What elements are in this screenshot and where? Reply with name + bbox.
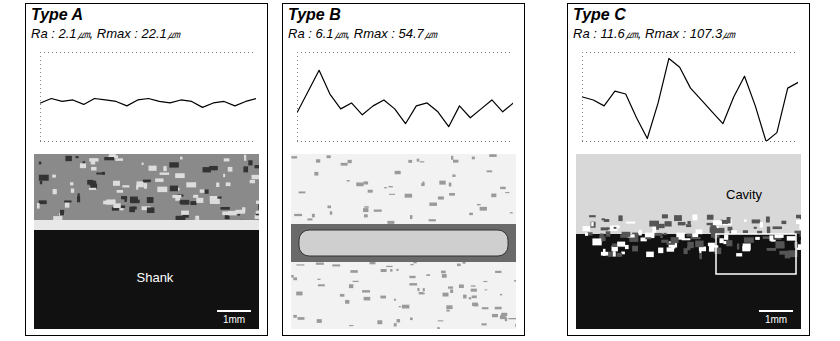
svg-text:1mm: 1mm (223, 314, 245, 325)
html-text:Ra : 11.6㎛, Rmax : 107.3㎛: Ra : 11.6㎛, Rmax : 107.3㎛ (573, 26, 736, 41)
html-text:Ra : 2.1㎛, Rmax : 22.1㎛: Ra : 2.1㎛, Rmax : 22.1㎛ (31, 26, 180, 41)
svg-text:1mm: 1mm (765, 314, 787, 325)
html-text:Type A: Type A (31, 6, 84, 23)
html-text:Type C: Type C (573, 6, 626, 23)
svg-text:Cavity: Cavity (726, 187, 763, 202)
html-text:Type B: Type B (288, 6, 341, 23)
svg-text:Shank: Shank (137, 270, 174, 285)
html-text:Ra : 6.1㎛, Rmax : 54.7㎛: Ra : 6.1㎛, Rmax : 54.7㎛ (288, 26, 437, 41)
